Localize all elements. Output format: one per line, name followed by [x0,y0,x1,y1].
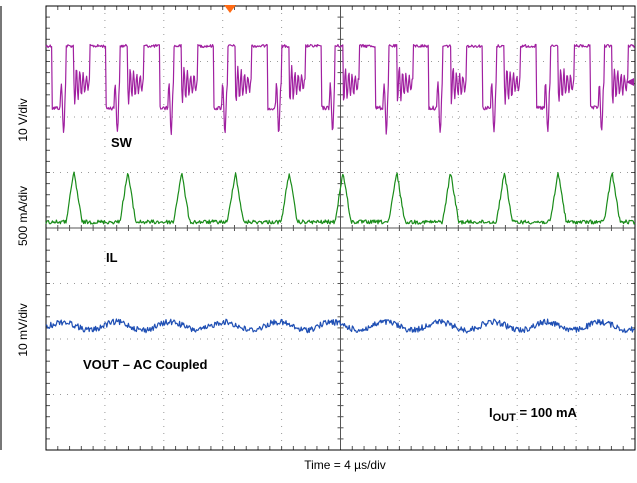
channel-label-il: IL [106,250,118,265]
channel-label-sw: SW [111,135,133,150]
trace-sw [45,43,635,136]
left-edge-marker [0,6,2,450]
iout-subscript: OUT [493,412,517,424]
scale-label-il: 500 mA/div [16,186,30,246]
scale-label-sw: 10 V/div [16,98,30,141]
channel-label-vout: VOUT – AC Coupled [83,357,208,372]
scale-label-vout: 10 mV/div [16,303,30,356]
time-axis-label: Time = 4 µs/div [304,458,386,472]
waveform-traces [45,43,636,334]
iout-main: I [489,405,493,420]
trace-vout [45,318,636,334]
iout-annotation: IOUT = 100 mA [489,405,578,424]
trigger-marker-icon [224,5,236,13]
iout-value: = 100 mA [516,405,578,420]
plot-frame [45,5,636,451]
trace-il [45,171,636,225]
graticule [45,5,636,451]
trigger-level-arrow-icon [626,78,634,86]
